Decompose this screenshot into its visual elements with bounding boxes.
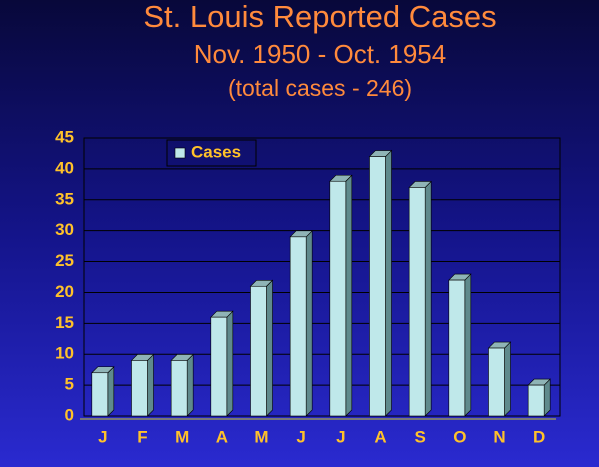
y-tick-label: 15 xyxy=(55,313,74,332)
bar xyxy=(210,310,234,417)
y-tick-label: 10 xyxy=(55,344,74,363)
bar-front xyxy=(170,360,188,417)
bar-side xyxy=(226,310,234,417)
bar-side xyxy=(305,230,313,417)
bar-front xyxy=(91,372,109,417)
x-tick-label: F xyxy=(137,427,147,446)
chart-subtitle: Nov. 1950 - Oct. 1954 xyxy=(194,39,446,69)
y-tick-label: 35 xyxy=(55,189,74,208)
bar xyxy=(329,174,353,417)
x-tick-label: A xyxy=(374,427,386,446)
bar-side xyxy=(266,279,273,417)
bar-front xyxy=(408,187,426,417)
bar xyxy=(91,366,115,417)
bar-front xyxy=(289,236,307,417)
y-tick-label: 0 xyxy=(65,405,74,424)
bar xyxy=(448,273,472,417)
bar-front xyxy=(448,279,466,417)
bar-side xyxy=(186,353,194,417)
bar-front xyxy=(369,156,386,417)
y-tick-label: 40 xyxy=(55,158,74,177)
x-tick-label: A xyxy=(216,427,228,446)
bar-side xyxy=(385,149,392,417)
bar xyxy=(249,279,274,417)
bar-front xyxy=(131,360,148,417)
x-tick-label: J xyxy=(296,427,305,446)
bar-side xyxy=(543,378,551,417)
x-tick-label: S xyxy=(414,427,425,446)
bar xyxy=(289,230,313,417)
bar xyxy=(368,149,393,417)
bar xyxy=(408,180,432,417)
x-tick-label: N xyxy=(493,427,505,446)
legend-box xyxy=(166,139,257,167)
x-tick-label: M xyxy=(254,427,268,446)
bar-side xyxy=(464,273,472,417)
x-tick-label: D xyxy=(533,427,545,446)
chart-title: St. Louis Reported Cases xyxy=(143,0,496,34)
y-tick-label: 20 xyxy=(55,282,74,301)
bar-front xyxy=(329,180,347,417)
bar-front xyxy=(210,316,228,417)
x-tick-label: J xyxy=(336,427,345,446)
legend-swatch xyxy=(174,147,186,159)
y-tick-label: 45 xyxy=(55,127,74,146)
bar-side xyxy=(107,366,115,417)
bar-side xyxy=(424,180,432,417)
bar-side xyxy=(147,353,154,417)
x-tick-label: O xyxy=(453,427,466,446)
annotation: (total cases - 246) xyxy=(228,75,412,101)
x-tick-label: M xyxy=(175,427,189,446)
y-tick-label: 5 xyxy=(65,375,74,394)
y-tick-label: 30 xyxy=(55,220,74,239)
y-tick-label: 25 xyxy=(55,251,74,270)
bar-front xyxy=(527,384,545,417)
bar-side xyxy=(345,174,353,417)
bar-front xyxy=(250,285,267,417)
bar xyxy=(130,353,155,417)
bar xyxy=(527,378,551,417)
legend-label: Cases xyxy=(191,142,241,161)
bar-front xyxy=(488,347,505,417)
x-tick-label: J xyxy=(98,427,107,446)
bar-side xyxy=(504,341,511,417)
bar xyxy=(170,353,194,417)
bar xyxy=(487,341,512,417)
